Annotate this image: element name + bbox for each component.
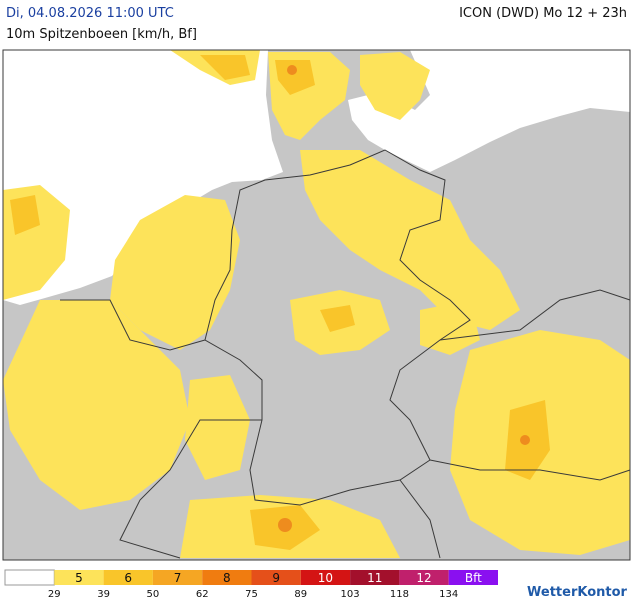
legend-box (103, 570, 153, 585)
beaufort-label: 5 (75, 571, 83, 585)
beaufort-label: Bft (465, 571, 482, 585)
beaufort-label: 9 (272, 571, 280, 585)
legend-box (448, 570, 498, 585)
kmh-label: 103 (341, 589, 360, 600)
kmh-label: 39 (97, 589, 110, 600)
legend-box (251, 570, 301, 585)
baltic-sea (348, 50, 630, 172)
kmh-label: 134 (439, 589, 458, 600)
kmh-label: 29 (48, 589, 61, 600)
legend-box (300, 570, 351, 585)
gust-area-7 (278, 65, 530, 532)
beaufort-label: 12 (416, 571, 431, 585)
timestamp: Di, 04.08.2026 11:00 UTC (6, 6, 174, 21)
legend-box (54, 570, 104, 585)
beaufort-label: 6 (124, 571, 132, 585)
legend-box (152, 570, 203, 585)
kmh-label: 75 (245, 589, 258, 600)
beaufort-label: 11 (367, 571, 382, 585)
beaufort-label: 8 (223, 571, 231, 585)
legend-box (202, 570, 252, 585)
map (2, 49, 631, 561)
kmh-label: 62 (196, 589, 209, 600)
north-sea (3, 50, 283, 305)
legend-box (350, 570, 400, 585)
kmh-label: 118 (390, 589, 409, 600)
borders (2, 49, 631, 561)
subtitle: 10m Spitzenboeen [km/h, Bf] (6, 27, 197, 42)
legend-box (4, 569, 55, 586)
model-run: ICON (DWD) Mo 12 + 23h (459, 6, 627, 21)
kmh-label: 50 (147, 589, 160, 600)
legend-box (399, 570, 449, 585)
beaufort-label: 10 (318, 571, 333, 585)
kmh-label: 89 (294, 589, 307, 600)
beaufort-label: 7 (174, 571, 182, 585)
logo: WetterKontor (527, 585, 628, 600)
